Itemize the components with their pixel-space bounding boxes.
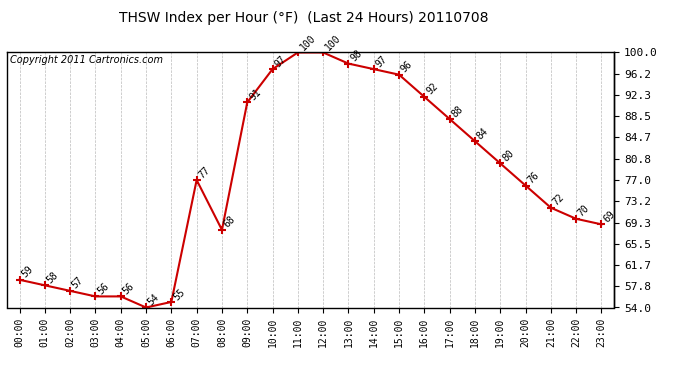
Text: 58: 58 (45, 270, 60, 285)
Text: 54: 54 (146, 292, 161, 308)
Text: 68: 68 (222, 214, 237, 230)
Text: 97: 97 (374, 54, 389, 69)
Text: THSW Index per Hour (°F)  (Last 24 Hours) 20110708: THSW Index per Hour (°F) (Last 24 Hours)… (119, 11, 489, 25)
Text: 96: 96 (399, 59, 415, 75)
Text: 98: 98 (348, 48, 364, 64)
Text: 100: 100 (298, 33, 317, 53)
Text: 72: 72 (551, 192, 566, 208)
Text: 56: 56 (121, 281, 136, 296)
Text: 97: 97 (273, 54, 288, 69)
Text: 100: 100 (323, 33, 343, 53)
Text: 80: 80 (500, 148, 515, 164)
Text: 56: 56 (95, 281, 111, 296)
Text: 88: 88 (450, 104, 465, 119)
Text: 57: 57 (70, 276, 86, 291)
Text: 91: 91 (247, 87, 263, 102)
Text: 77: 77 (197, 165, 212, 180)
Text: 55: 55 (171, 286, 187, 302)
Text: Copyright 2011 Cartronics.com: Copyright 2011 Cartronics.com (10, 55, 163, 65)
Text: 92: 92 (424, 81, 440, 97)
Text: 69: 69 (602, 209, 617, 224)
Text: 76: 76 (526, 170, 541, 186)
Text: 59: 59 (19, 264, 35, 280)
Text: 84: 84 (475, 126, 491, 141)
Text: 70: 70 (576, 203, 591, 219)
